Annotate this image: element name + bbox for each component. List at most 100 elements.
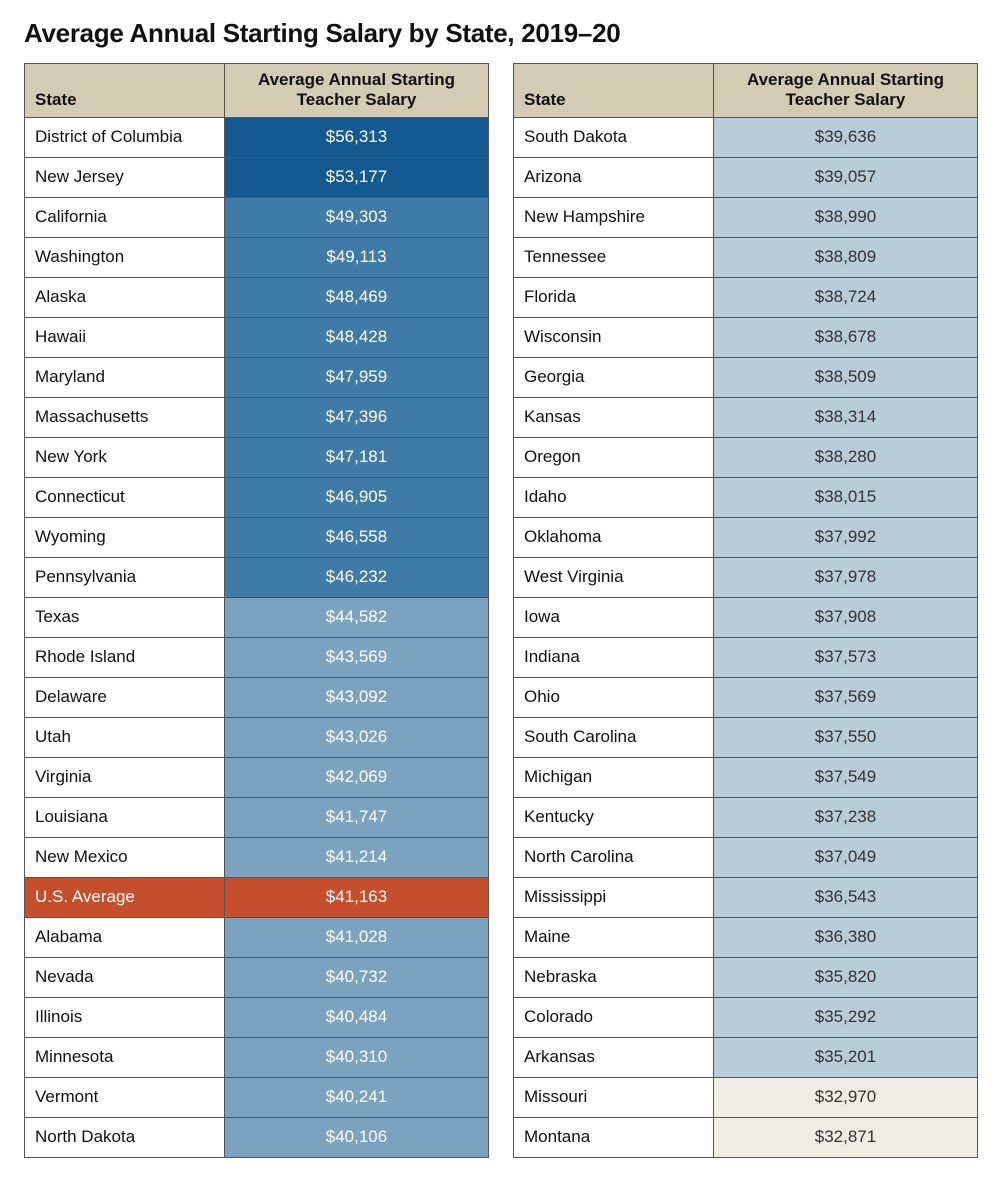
salary-table-right: State Average Annual Starting Teacher Sa… <box>513 63 978 1158</box>
state-cell: Maine <box>514 917 714 957</box>
state-cell: Louisiana <box>25 797 225 837</box>
table-row: Wisconsin$38,678 <box>514 317 978 357</box>
table-row: Florida$38,724 <box>514 277 978 317</box>
table-row: West Virginia$37,978 <box>514 557 978 597</box>
salary-cell: $37,908 <box>714 597 978 637</box>
salary-cell: $43,092 <box>225 677 489 717</box>
state-cell: Wyoming <box>25 517 225 557</box>
state-cell: District of Columbia <box>25 117 225 157</box>
table-row: North Dakota$40,106 <box>25 1117 489 1157</box>
state-cell: Virginia <box>25 757 225 797</box>
salary-cell: $37,978 <box>714 557 978 597</box>
table-row: Kentucky$37,238 <box>514 797 978 837</box>
salary-cell: $40,484 <box>225 997 489 1037</box>
state-cell: Iowa <box>514 597 714 637</box>
table-row: Kansas$38,314 <box>514 397 978 437</box>
state-cell: New Jersey <box>25 157 225 197</box>
state-cell: South Carolina <box>514 717 714 757</box>
table-row: Texas$44,582 <box>25 597 489 637</box>
table-row: Nevada$40,732 <box>25 957 489 997</box>
salary-cell: $37,049 <box>714 837 978 877</box>
table-row: Arkansas$35,201 <box>514 1037 978 1077</box>
table-row: Oregon$38,280 <box>514 437 978 477</box>
table-row: U.S. Average$41,163 <box>25 877 489 917</box>
salary-cell: $41,028 <box>225 917 489 957</box>
state-cell: Minnesota <box>25 1037 225 1077</box>
state-cell: Arkansas <box>514 1037 714 1077</box>
salary-cell: $41,747 <box>225 797 489 837</box>
state-cell: North Carolina <box>514 837 714 877</box>
state-cell: Georgia <box>514 357 714 397</box>
table-row: Virginia$42,069 <box>25 757 489 797</box>
state-cell: Pennsylvania <box>25 557 225 597</box>
salary-cell: $35,820 <box>714 957 978 997</box>
table-row: Alaska$48,469 <box>25 277 489 317</box>
state-cell: Alabama <box>25 917 225 957</box>
tables-container: State Average Annual Starting Teacher Sa… <box>24 63 976 1158</box>
table-header-row: State Average Annual Starting Teacher Sa… <box>25 64 489 118</box>
table-row: New Hampshire$38,990 <box>514 197 978 237</box>
salary-cell: $47,396 <box>225 397 489 437</box>
table-row: Illinois$40,484 <box>25 997 489 1037</box>
table-row: Vermont$40,241 <box>25 1077 489 1117</box>
salary-cell: $38,509 <box>714 357 978 397</box>
table-row: South Dakota$39,636 <box>514 117 978 157</box>
salary-cell: $40,106 <box>225 1117 489 1157</box>
salary-cell: $40,241 <box>225 1077 489 1117</box>
salary-cell: $37,573 <box>714 637 978 677</box>
salary-cell: $41,214 <box>225 837 489 877</box>
table-row: North Carolina$37,049 <box>514 837 978 877</box>
table-row: Connecticut$46,905 <box>25 477 489 517</box>
state-cell: Mississippi <box>514 877 714 917</box>
table-row: Minnesota$40,310 <box>25 1037 489 1077</box>
table-row: Rhode Island$43,569 <box>25 637 489 677</box>
table-row: Washington$49,113 <box>25 237 489 277</box>
table-row: Idaho$38,015 <box>514 477 978 517</box>
state-cell: Illinois <box>25 997 225 1037</box>
state-cell: Kansas <box>514 397 714 437</box>
state-cell: U.S. Average <box>25 877 225 917</box>
salary-cell: $49,113 <box>225 237 489 277</box>
salary-cell: $37,238 <box>714 797 978 837</box>
table-row: Pennsylvania$46,232 <box>25 557 489 597</box>
table-header-row: State Average Annual Starting Teacher Sa… <box>514 64 978 118</box>
salary-cell: $49,303 <box>225 197 489 237</box>
state-cell: Nebraska <box>514 957 714 997</box>
salary-cell: $37,549 <box>714 757 978 797</box>
salary-cell: $56,313 <box>225 117 489 157</box>
table-row: Louisiana$41,747 <box>25 797 489 837</box>
table-row: Colorado$35,292 <box>514 997 978 1037</box>
table-row: Montana$32,871 <box>514 1117 978 1157</box>
table-row: Alabama$41,028 <box>25 917 489 957</box>
salary-cell: $40,732 <box>225 957 489 997</box>
table-row: Delaware$43,092 <box>25 677 489 717</box>
salary-cell: $41,163 <box>225 877 489 917</box>
table-row: New Mexico$41,214 <box>25 837 489 877</box>
salary-cell: $36,380 <box>714 917 978 957</box>
table-row: New York$47,181 <box>25 437 489 477</box>
salary-cell: $40,310 <box>225 1037 489 1077</box>
table-row: Ohio$37,569 <box>514 677 978 717</box>
salary-cell: $43,569 <box>225 637 489 677</box>
state-cell: New Hampshire <box>514 197 714 237</box>
state-cell: Maryland <box>25 357 225 397</box>
state-cell: Indiana <box>514 637 714 677</box>
salary-cell: $36,543 <box>714 877 978 917</box>
table-row: Hawaii$48,428 <box>25 317 489 357</box>
salary-cell: $42,069 <box>225 757 489 797</box>
state-cell: Alaska <box>25 277 225 317</box>
salary-cell: $47,959 <box>225 357 489 397</box>
state-cell: North Dakota <box>25 1117 225 1157</box>
state-cell: Florida <box>514 277 714 317</box>
salary-cell: $44,582 <box>225 597 489 637</box>
table-row: New Jersey$53,177 <box>25 157 489 197</box>
state-cell: Oklahoma <box>514 517 714 557</box>
table-row: South Carolina$37,550 <box>514 717 978 757</box>
table-row: Maine$36,380 <box>514 917 978 957</box>
table-row: Nebraska$35,820 <box>514 957 978 997</box>
col-header-state: State <box>25 64 225 118</box>
salary-table-left: State Average Annual Starting Teacher Sa… <box>24 63 489 1158</box>
salary-cell: $38,015 <box>714 477 978 517</box>
table-row: Indiana$37,573 <box>514 637 978 677</box>
page-title: Average Annual Starting Salary by State,… <box>24 18 976 49</box>
